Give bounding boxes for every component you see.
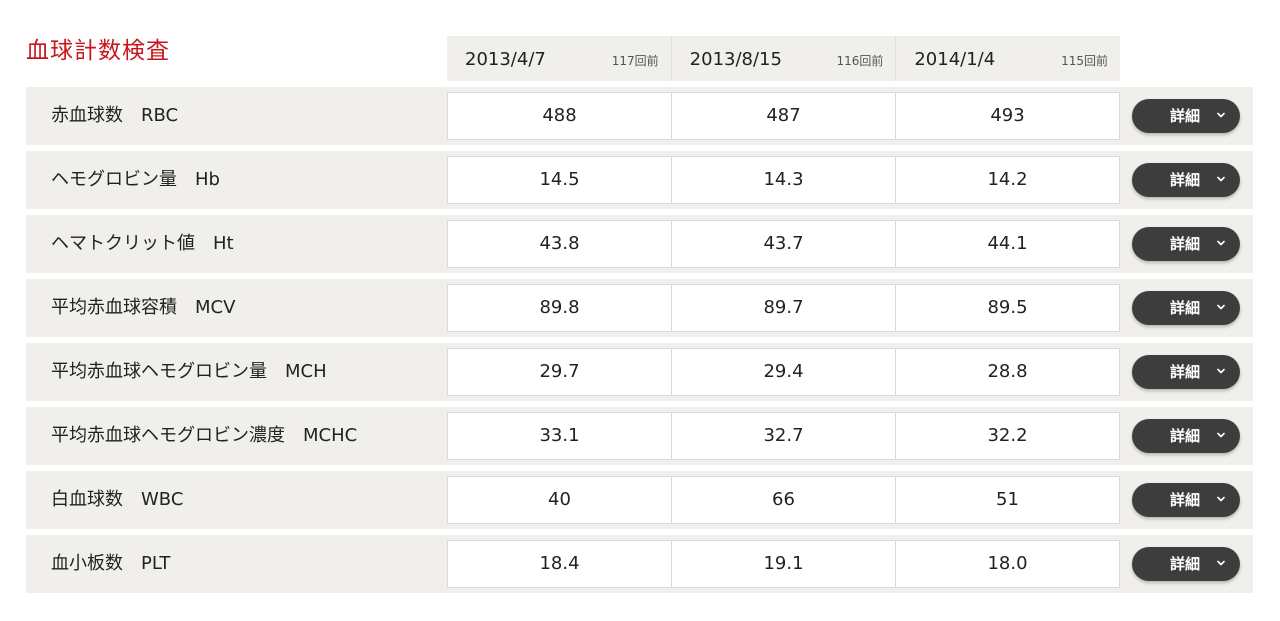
test-label: ヘマトクリット値 Ht: [51, 233, 234, 254]
value-cell: 18.0: [987, 553, 1028, 574]
value-cell: 89.8: [448, 285, 672, 331]
detail-button-label: 詳細: [1170, 171, 1201, 189]
exam-date: 2013/4/7: [465, 49, 546, 70]
test-label: ヘモグロビン量 Hb: [51, 169, 220, 190]
value-cell: 33.1: [448, 413, 672, 459]
value-cell: 14.3: [672, 157, 896, 203]
value-cell: 89.7: [672, 285, 896, 331]
value-cells: 89.8 89.7 89.5: [447, 284, 1120, 332]
table-row: 赤血球数 RBC 488 487 493 詳細: [26, 87, 1253, 145]
value-cell: 43.8: [448, 221, 672, 267]
table-row: 血小板数 PLT 18.4 19.1 18.0 詳細: [26, 535, 1253, 593]
detail-button[interactable]: 詳細: [1132, 99, 1240, 133]
value-cell: 89.5: [987, 297, 1028, 318]
value-cell: 29.4: [672, 349, 896, 395]
chevron-down-icon: [1217, 368, 1225, 374]
table-row: 白血球数 WBC 40 66 51 詳細: [26, 471, 1253, 529]
exam-count: 116回前: [836, 54, 884, 68]
detail-button[interactable]: 詳細: [1132, 483, 1240, 517]
date-header: 2013/4/7 117回前 2013/8/15 116回前 2014/1/4 …: [447, 36, 1120, 81]
value-cells: 14.5 14.3 14.2: [447, 156, 1120, 204]
value-cell: 32.2: [987, 425, 1028, 446]
chevron-down-icon: [1217, 432, 1225, 438]
detail-button-label: 詳細: [1170, 299, 1201, 317]
value-cells: 40 66 51: [447, 476, 1120, 524]
value-cell: 14.5: [448, 157, 672, 203]
table-row: 平均赤血球ヘモグロビン量 MCH 29.7 29.4 28.8 詳細: [26, 343, 1253, 401]
value-cell: 44.1: [987, 233, 1028, 254]
detail-button[interactable]: 詳細: [1132, 227, 1240, 261]
panel-header: 血球計数検査 2013/4/7 117回前 2013/8/15 116回前 20…: [26, 36, 1253, 81]
date-column-3: 2014/1/4 115回前: [896, 36, 1120, 81]
date-column-1: 2013/4/7 117回前: [447, 36, 672, 81]
value-cell: 66: [672, 477, 896, 523]
test-label: 平均赤血球容積 MCV: [51, 297, 236, 318]
chevron-down-icon: [1217, 240, 1225, 246]
value-cell: 14.2: [987, 169, 1028, 190]
detail-button[interactable]: 詳細: [1132, 163, 1240, 197]
value-cell: 29.7: [448, 349, 672, 395]
detail-button[interactable]: 詳細: [1132, 355, 1240, 389]
value-cell: 51: [996, 489, 1019, 510]
test-label: 血小板数 PLT: [51, 553, 171, 574]
value-cell: 40: [448, 477, 672, 523]
detail-button-label: 詳細: [1170, 235, 1201, 253]
blood-count-panel: 血球計数検査 2013/4/7 117回前 2013/8/15 116回前 20…: [26, 36, 1253, 593]
chevron-down-icon: [1217, 496, 1225, 502]
date-column-2: 2013/8/15 116回前: [672, 36, 897, 81]
value-cell: 28.8: [987, 361, 1028, 382]
table-row: ヘモグロビン量 Hb 14.5 14.3 14.2 詳細: [26, 151, 1253, 209]
value-cell: 43.7: [672, 221, 896, 267]
section-title: 血球計数検査: [26, 38, 170, 64]
detail-button-label: 詳細: [1170, 555, 1201, 573]
detail-button[interactable]: 詳細: [1132, 291, 1240, 325]
chevron-down-icon: [1217, 112, 1225, 118]
test-label: 平均赤血球ヘモグロビン量 MCH: [51, 361, 327, 382]
exam-count: 117回前: [611, 54, 659, 68]
detail-button-label: 詳細: [1170, 427, 1201, 445]
detail-button[interactable]: 詳細: [1132, 547, 1240, 581]
chevron-down-icon: [1217, 304, 1225, 310]
exam-date: 2014/1/4: [914, 49, 996, 70]
value-cells: 18.4 19.1 18.0: [447, 540, 1120, 588]
table-row: ヘマトクリット値 Ht 43.8 43.7 44.1 詳細: [26, 215, 1253, 273]
detail-button-label: 詳細: [1170, 107, 1201, 125]
test-label: 平均赤血球ヘモグロビン濃度 MCHC: [51, 425, 358, 446]
value-cells: 488 487 493: [447, 92, 1120, 140]
chevron-down-icon: [1217, 560, 1225, 566]
value-cell: 18.4: [448, 541, 672, 587]
detail-button[interactable]: 詳細: [1132, 419, 1240, 453]
value-cell: 493: [990, 105, 1025, 126]
value-cells: 33.1 32.7 32.2: [447, 412, 1120, 460]
table-row: 平均赤血球ヘモグロビン濃度 MCHC 33.1 32.7 32.2 詳細: [26, 407, 1253, 465]
value-cells: 29.7 29.4 28.8: [447, 348, 1120, 396]
value-cell: 19.1: [672, 541, 896, 587]
value-cell: 487: [672, 93, 896, 139]
detail-button-label: 詳細: [1170, 491, 1201, 509]
test-label: 赤血球数 RBC: [51, 105, 179, 126]
exam-count: 115回前: [1061, 54, 1109, 68]
exam-date: 2013/8/15: [689, 49, 782, 70]
value-cell: 488: [448, 93, 672, 139]
value-cell: 32.7: [672, 413, 896, 459]
test-label: 白血球数 WBC: [51, 489, 184, 510]
table-row: 平均赤血球容積 MCV 89.8 89.7 89.5 詳細: [26, 279, 1253, 337]
value-cells: 43.8 43.7 44.1: [447, 220, 1120, 268]
chevron-down-icon: [1217, 176, 1225, 182]
detail-button-label: 詳細: [1170, 363, 1201, 381]
